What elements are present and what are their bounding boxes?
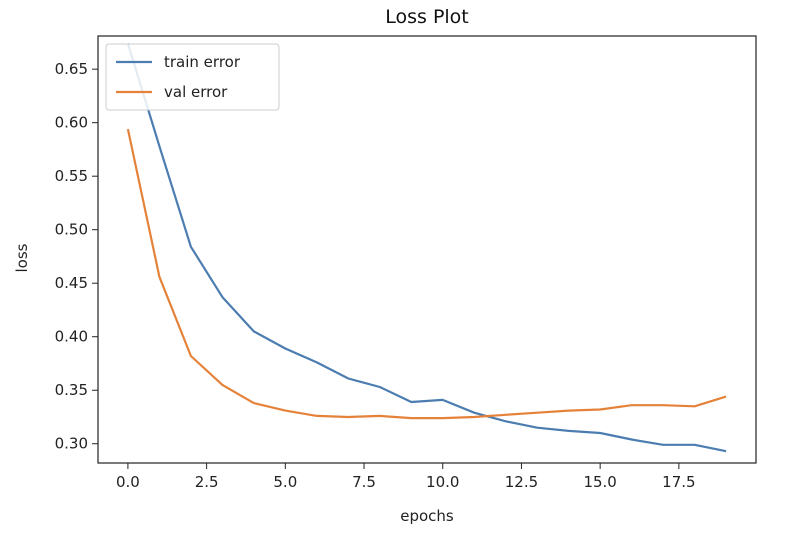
x-tick-label: 5.0 [273,473,297,491]
y-tick-label: 0.30 [55,435,88,453]
x-tick-label: 17.5 [662,473,695,491]
x-tick-label: 12.5 [505,473,538,491]
series-line-val-error [126,128,727,420]
x-tick-label: 0.0 [116,473,140,491]
legend-entry: val error [164,83,228,101]
y-tick-label: 0.65 [55,60,88,78]
y-tick-label: 0.35 [55,381,88,399]
y-tick-label: 0.40 [55,328,88,346]
x-axis-label: epochs [400,507,454,525]
y-tick-label: 0.50 [55,221,88,239]
y-tick-label: 0.55 [55,167,88,185]
x-tick-label: 2.5 [195,473,219,491]
y-axis-label: loss [13,243,31,272]
x-tick-label: 10.0 [426,473,459,491]
legend: train error val error [105,43,280,111]
legend-box [105,43,280,111]
y-tick-label: 0.60 [55,114,88,132]
plot-frame [97,35,757,464]
x-tick-label: 15.0 [583,473,616,491]
x-tick-label: 7.5 [352,473,376,491]
legend-entry: train error [164,53,241,71]
plot-area: 0.0 2.5 5.0 7.5 10.0 12.5 15.0 17.5 0.30 0.35 0.40… [55,43,727,491]
chart-title: Loss Plot [385,6,469,28]
y-tick-label: 0.45 [55,274,88,292]
series-line-train-error [126,43,727,453]
